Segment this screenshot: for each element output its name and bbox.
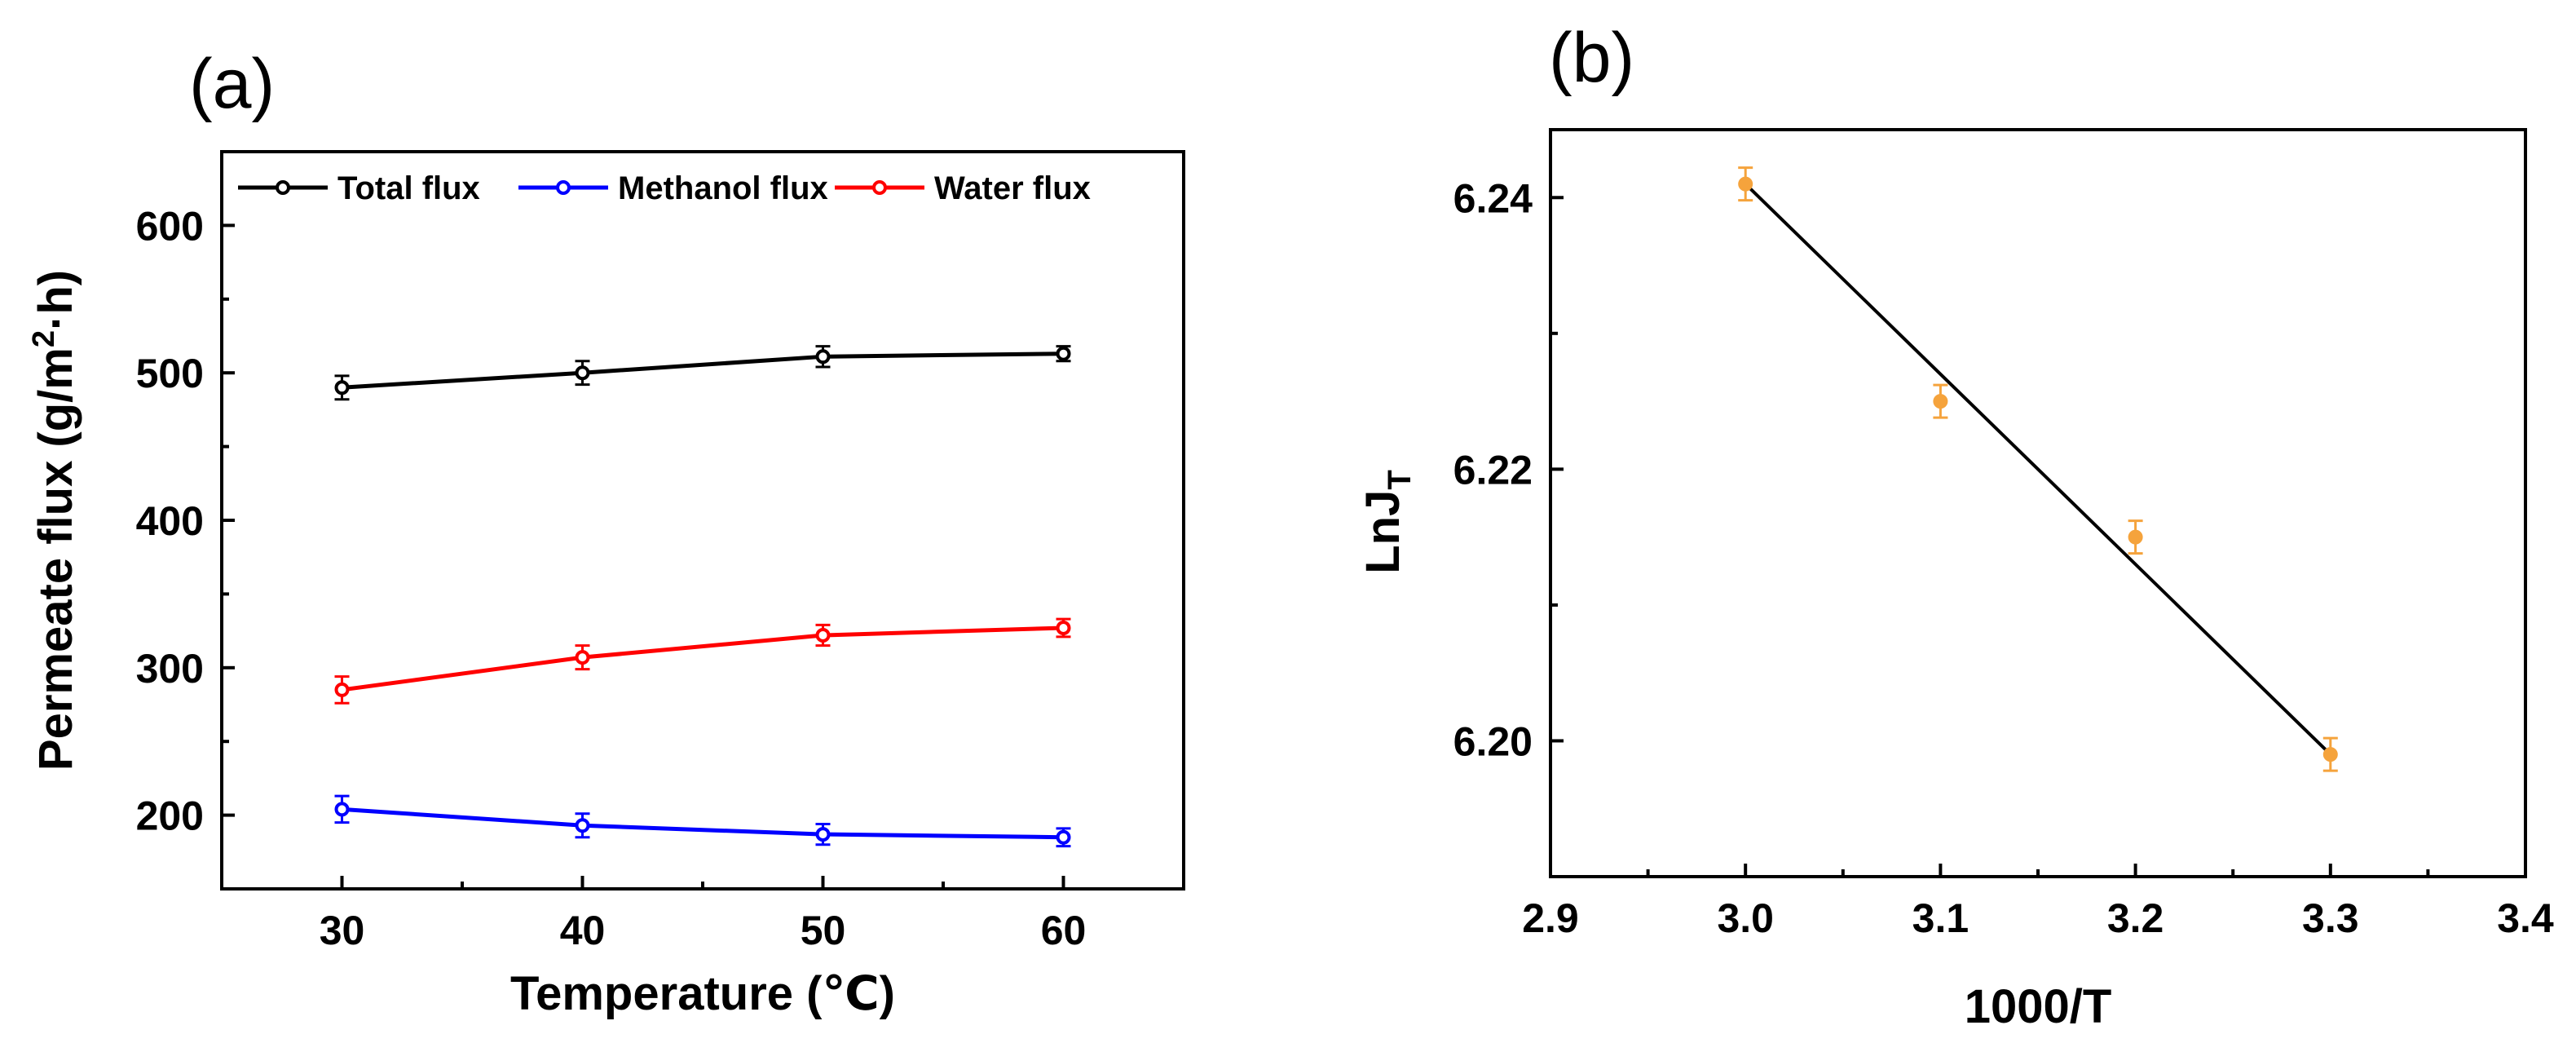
panel-b-y-axis-title: LnJT (1356, 470, 1418, 574)
water-flux-point (575, 650, 590, 665)
panel-b-series (1738, 166, 2338, 772)
data-point (1738, 176, 1753, 192)
y-tick-label: 6.20 (1453, 718, 1533, 764)
data-point (2322, 747, 2338, 762)
y-tick-label: 500 (136, 351, 204, 396)
panel-b-plot-frame (1549, 128, 2527, 878)
total-flux-legend-label: Total flux (337, 170, 480, 206)
panel-b-y-axis-title-main: LnJ (1356, 490, 1409, 574)
panel-a-y-axis-title-main: Permeate flux (g/m (29, 347, 82, 771)
panel-a-ticks: 30 40 50 60 200 300 400 500 600 (136, 150, 1185, 953)
y-tick-label: 400 (136, 498, 204, 544)
panel-a-y-axis-title: Permeate flux (g/m2·h) (27, 270, 82, 771)
x-tick-label: 3.2 (2107, 895, 2164, 941)
total-flux-point (1056, 346, 1071, 361)
panel-a-y-axis-title-tail: ·h) (29, 270, 82, 330)
total-flux-line (342, 351, 1064, 390)
total-flux-point (575, 365, 590, 381)
fit-line (1744, 183, 2332, 756)
x-tick-label: 3.1 (1912, 895, 1969, 941)
x-tick-label: 50 (801, 908, 846, 953)
y-tick-label: 300 (136, 646, 204, 692)
panel-b-ticks: 2.9 3.0 3.1 3.2 3.3 3.4 6.20 6.22 6.24 (1453, 175, 2554, 941)
x-tick-label: 3.0 (1717, 895, 1774, 941)
y-tick-label: 6.24 (1453, 175, 1533, 221)
panel-a-x-axis-title: Temperature (℃) (510, 967, 895, 1020)
total-flux-point (815, 349, 831, 365)
y-tick-label: 600 (136, 203, 204, 249)
panel-a: (a) 30 40 50 60 200 300 400 500 600 Total flux Me… (27, 45, 1185, 1020)
x-tick-label: 3.4 (2497, 895, 2554, 941)
panel-a-legend: Total flux Methanol flux Water flux (238, 170, 1091, 206)
panel-b: (b) 2.9 3.0 3.1 3.2 3.3 3.4 6.20 6.22 6.24 1000/… (1356, 19, 2554, 1033)
data-point (2128, 529, 2143, 545)
water-flux-point (815, 628, 831, 643)
water-flux-legend-label: Water flux (934, 170, 1091, 206)
panel-b-label: (b) (1549, 19, 1634, 97)
y-tick-label: 6.22 (1453, 447, 1533, 493)
data-point (1933, 394, 1948, 409)
water-flux-point (334, 682, 350, 697)
x-tick-label: 2.9 (1522, 895, 1579, 941)
panel-b-y-axis-title-sub: T (1382, 470, 1418, 489)
y-tick-label: 200 (136, 793, 204, 839)
panel-a-series (334, 345, 1071, 848)
total-flux-legend-marker (276, 180, 290, 195)
total-flux-point (334, 380, 350, 396)
x-tick-label: 60 (1041, 908, 1087, 953)
methanol-flux-line (342, 807, 1064, 840)
x-tick-label: 30 (320, 908, 365, 953)
panel-a-y-axis-title-sup: 2 (27, 330, 61, 347)
x-tick-label: 40 (560, 908, 606, 953)
methanol-flux-point (815, 827, 831, 842)
panel-a-plot-frame (220, 150, 1185, 891)
x-tick-label: 3.3 (2302, 895, 2359, 941)
methanol-flux-point (1056, 829, 1071, 845)
methanol-flux-point (334, 802, 350, 817)
panel-a-label: (a) (189, 45, 275, 123)
methanol-flux-point (575, 818, 590, 833)
water-flux-point (1056, 620, 1071, 635)
methanol-flux-legend-marker (556, 180, 571, 195)
methanol-flux-legend-label: Methanol flux (618, 170, 828, 206)
water-flux-line (342, 625, 1064, 692)
panel-b-x-axis-title: 1000/T (1965, 980, 2112, 1033)
water-flux-legend-marker (872, 180, 887, 195)
